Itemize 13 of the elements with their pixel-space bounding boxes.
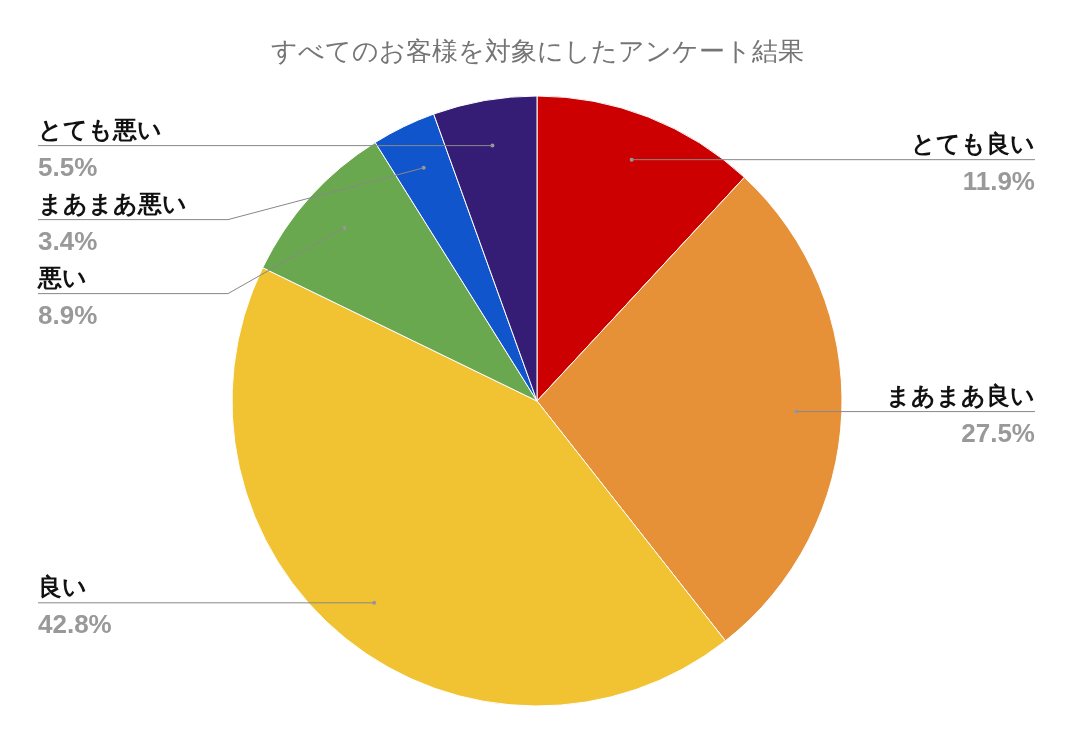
slice-label: 良い [38, 572, 87, 601]
data-label: 27.5% [961, 417, 1035, 448]
slice-label: とても悪い [38, 115, 162, 144]
chart-title: すべてのお客様を対象にしたアンケート結果 [270, 36, 804, 66]
slice-label: まあまあ良い [886, 381, 1035, 410]
data-label: 3.4% [38, 225, 98, 256]
data-label: 5.5% [38, 151, 98, 182]
data-label: 42.8% [38, 608, 112, 639]
slice-label: 悪い [37, 263, 87, 292]
slice-label: とても良い [911, 129, 1035, 158]
data-label: 11.9% [962, 165, 1035, 196]
data-label: 8.9% [38, 299, 98, 330]
slice-label: まあまあ悪い [38, 189, 187, 218]
